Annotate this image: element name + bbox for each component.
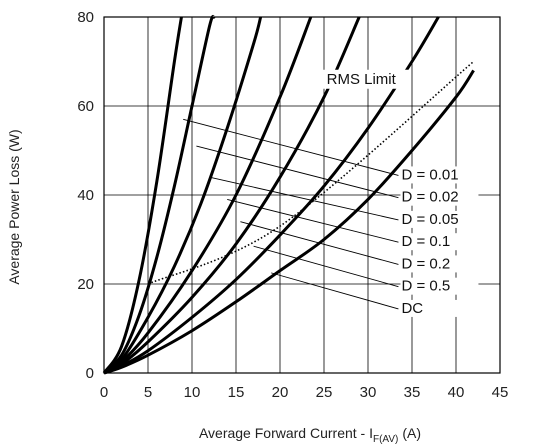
label-background-d-0-5 [400, 277, 479, 295]
annotation-d-0-02: D = 0.02 [401, 189, 458, 206]
x-tick-label-5: 5 [144, 384, 152, 401]
series-d-0-02 [102, 14, 216, 375]
leader-line-d-0-05 [209, 176, 399, 221]
leader-line-d-0-1 [227, 199, 399, 243]
y-tick-label-60: 60 [77, 98, 94, 115]
leader-line-d-0-01 [183, 118, 399, 176]
y-tick-label-80: 80 [77, 9, 94, 26]
y-tick-labels: 0 20 40 60 80 [77, 9, 94, 382]
x-tick-labels: 0 5 10 15 20 25 30 35 40 45 [100, 384, 509, 401]
y-axis-title: Average Power Loss (W) [6, 129, 22, 284]
label-background-d-0-05 [400, 210, 479, 228]
x-tick-label-25: 25 [316, 384, 333, 401]
label-background-rms-limit [322, 69, 411, 89]
label-background-d-0-02 [400, 188, 479, 206]
leader-line-d-0-02 [196, 145, 399, 199]
y-tick-label-0: 0 [86, 365, 94, 382]
series-dc [103, 69, 475, 375]
y-tick-label-40: 40 [77, 187, 94, 204]
annotation-d-0-5: D = 0.5 [401, 278, 450, 295]
leader-line-d-0-2 [240, 221, 399, 265]
x-tick-label-45: 45 [492, 384, 509, 401]
plot-frame [103, 16, 501, 374]
annotation-d-0-05: D = 0.05 [401, 211, 458, 228]
annotation-d-0-01: D = 0.01 [401, 166, 458, 183]
label-background-d-0-01 [400, 166, 479, 184]
annotation-dc: DC [401, 300, 423, 317]
leader-line-d-0-5 [253, 245, 399, 288]
y-tick-label-20: 20 [77, 276, 94, 293]
x-tick-label-15: 15 [228, 384, 245, 401]
x-axis-title-main: Average Forward Current - I [199, 425, 373, 441]
leader-line-dc [271, 272, 399, 310]
series-d-0-2 [103, 16, 361, 375]
label-background-d-0-2 [400, 255, 479, 273]
annotation-rms-limit: RMS Limit [327, 71, 397, 88]
x-tick-label-35: 35 [404, 384, 421, 401]
x-tick-label-30: 30 [360, 384, 377, 401]
annotation-d-0-2: D = 0.2 [401, 255, 450, 272]
x-tick-label-40: 40 [448, 384, 465, 401]
x-tick-label-0: 0 [100, 384, 108, 401]
x-tick-label-10: 10 [184, 384, 201, 401]
leader-lines [183, 118, 399, 310]
series-d-0-05 [103, 16, 263, 375]
label-background-dc [400, 299, 479, 317]
series-d-0-01 [102, 16, 183, 374]
annotations: RMS Limit D = 0.01 D = 0.02 D = 0.05 D = 0.1… [322, 69, 479, 317]
annotation-d-0-1: D = 0.1 [401, 233, 450, 250]
x-axis-title-unit: (A) [402, 425, 421, 441]
x-tick-label-20: 20 [272, 384, 289, 401]
series-d-0-1 [103, 16, 313, 375]
label-background-d-0-1 [400, 233, 479, 251]
x-axis-title: Average Forward Current - IF(AV) (A) [199, 425, 421, 445]
x-axis-title-sub: F(AV) [373, 434, 398, 445]
